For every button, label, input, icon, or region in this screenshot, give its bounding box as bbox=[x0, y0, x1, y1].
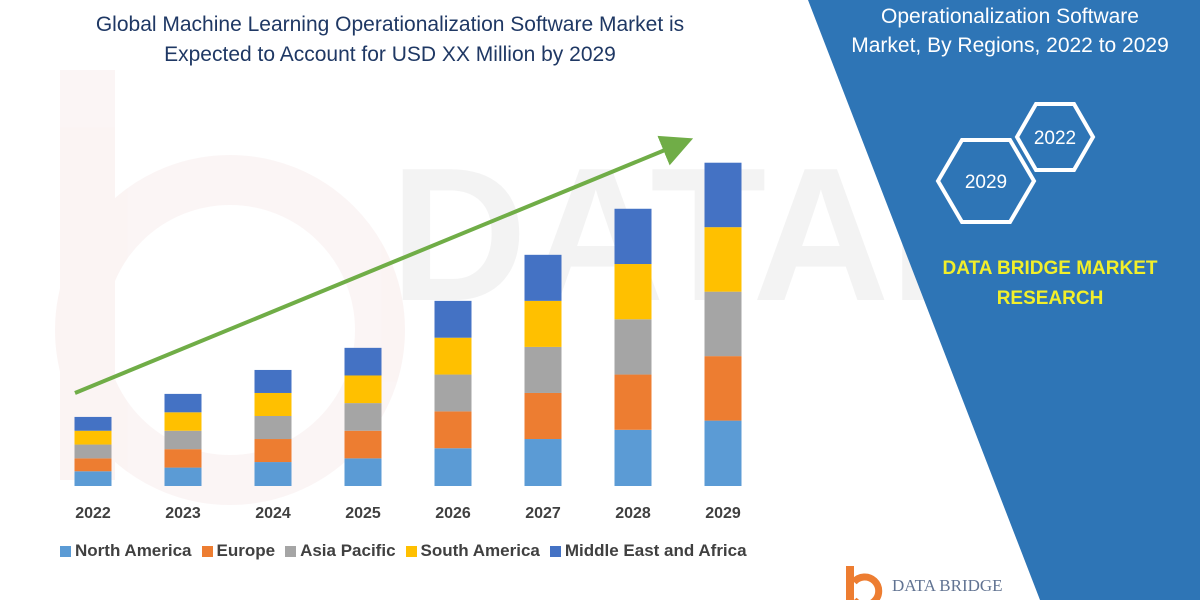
brand-name: DATA BRIDGE MARKET RESEARCH bbox=[900, 254, 1200, 314]
bar-2026-north-america bbox=[434, 448, 472, 486]
chart-title: Global Machine Learning Operationalizati… bbox=[40, 10, 740, 70]
x-tick-2022: 2022 bbox=[75, 505, 111, 522]
bar-2025-asia-pacific bbox=[344, 403, 382, 431]
x-tick-2029: 2029 bbox=[705, 505, 741, 522]
bar-2025-south-america bbox=[344, 375, 382, 404]
bar-2028-south-america bbox=[614, 264, 652, 320]
bar-2024-asia-pacific bbox=[254, 416, 292, 440]
bar-2026-europe bbox=[434, 411, 472, 449]
x-tick-2027: 2027 bbox=[525, 505, 561, 522]
bar-2022-asia-pacific bbox=[74, 444, 112, 459]
hexagon-2029: 2029 bbox=[935, 138, 1037, 224]
chart-title-line-1: Global Machine Learning Operationalizati… bbox=[95, 13, 685, 36]
x-axis-ticks: 2022 2023 2024 2025 2026 2027 2028 2029 bbox=[75, 505, 741, 522]
bar-2028-north-america bbox=[614, 429, 652, 486]
bar-2024-north-america bbox=[254, 462, 292, 486]
x-tick-2028: 2028 bbox=[615, 505, 651, 522]
hexagon-2022: 2022 bbox=[1014, 102, 1096, 172]
legend-swatch bbox=[201, 545, 213, 557]
bar-2026-south-america bbox=[434, 337, 472, 375]
bar-2025-middle-east-and-africa bbox=[344, 347, 382, 376]
bar-2029-middle-east-and-africa bbox=[704, 162, 742, 228]
bar-2027-south-america bbox=[524, 300, 562, 347]
legend: North America Europe Asia Pacific South Ame… bbox=[60, 539, 757, 563]
legend-swatch bbox=[549, 545, 561, 557]
right-panel bbox=[808, 0, 1200, 600]
bar-2024-europe bbox=[254, 439, 292, 463]
bar-2022-middle-east-and-africa bbox=[74, 416, 112, 431]
bar-2027-middle-east-and-africa bbox=[524, 254, 562, 301]
bar-2027-asia-pacific bbox=[524, 346, 562, 393]
legend-label: North America bbox=[75, 541, 192, 560]
legend-item-europe: Europe bbox=[201, 541, 276, 561]
bar-2026-asia-pacific bbox=[434, 374, 472, 412]
brand-line-2: RESEARCH bbox=[996, 288, 1104, 309]
bar-2025-europe bbox=[344, 430, 382, 459]
panel-title-line-2: Market, By Regions, 2022 to 2029 bbox=[851, 34, 1169, 57]
x-tick-2023: 2023 bbox=[165, 505, 201, 522]
legend-label: Europe bbox=[216, 541, 276, 560]
legend-label: Middle East and Africa bbox=[564, 541, 747, 560]
bars bbox=[74, 162, 742, 486]
bar-2027-north-america bbox=[524, 439, 562, 486]
bar-2024-middle-east-and-africa bbox=[254, 369, 292, 393]
legend-swatch bbox=[60, 545, 71, 557]
bar-2023-middle-east-and-africa bbox=[164, 393, 202, 413]
bar-2028-asia-pacific bbox=[614, 319, 652, 375]
bar-2027-europe bbox=[524, 392, 562, 440]
brand-line-1: DATA BRIDGE MARKET bbox=[942, 258, 1158, 279]
legend-item-middle-east-and-africa: Middle East and Africa bbox=[549, 541, 747, 561]
legend-label: South America bbox=[420, 541, 540, 560]
bar-2029-north-america bbox=[704, 420, 742, 486]
panel-title: Operationalization Software Market, By R… bbox=[830, 2, 1190, 60]
bar-2029-asia-pacific bbox=[704, 291, 742, 357]
bar-2022-europe bbox=[74, 458, 112, 472]
bar-2023-asia-pacific bbox=[164, 430, 202, 450]
x-tick-2024: 2024 bbox=[255, 505, 291, 522]
x-tick-2026: 2026 bbox=[435, 505, 471, 522]
bar-2029-south-america bbox=[704, 227, 742, 292]
legend-item-north-america: North America bbox=[60, 541, 192, 561]
hexagon-2022-label: 2022 bbox=[1034, 128, 1076, 149]
bar-2029-europe bbox=[704, 356, 742, 421]
bar-2022-north-america bbox=[74, 471, 112, 486]
bar-2025-north-america bbox=[344, 458, 382, 486]
legend-item-south-america: South America bbox=[405, 541, 540, 561]
bar-2026-middle-east-and-africa bbox=[434, 300, 472, 338]
bar-2023-north-america bbox=[164, 467, 202, 486]
legend-item-asia-pacific: Asia Pacific bbox=[285, 541, 396, 561]
bottom-logo: DATA BRIDGE bbox=[846, 566, 1003, 600]
bar-2028-middle-east-and-africa bbox=[614, 208, 652, 265]
bar-2028-europe bbox=[614, 374, 652, 430]
bar-2024-south-america bbox=[254, 392, 292, 416]
bar-2023-europe bbox=[164, 449, 202, 468]
svg-text:DATA BRIDGE: DATA BRIDGE bbox=[892, 576, 1003, 595]
bar-2023-south-america bbox=[164, 412, 202, 431]
trend-arrow bbox=[74, 135, 694, 395]
hexagon-2029-label: 2029 bbox=[965, 172, 1007, 193]
legend-label: Asia Pacific bbox=[300, 541, 396, 560]
bar-2022-south-america bbox=[74, 430, 112, 445]
chart-title-line-2: Expected to Account for USD XX Million b… bbox=[164, 43, 616, 66]
panel-title-line-1: Operationalization Software bbox=[881, 5, 1139, 28]
legend-swatch bbox=[405, 545, 417, 557]
x-tick-2025: 2025 bbox=[345, 505, 381, 522]
legend-swatch bbox=[285, 545, 297, 557]
